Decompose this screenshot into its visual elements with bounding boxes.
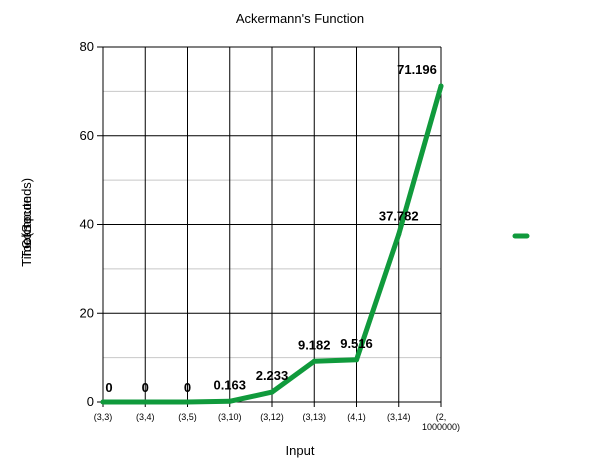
y-axis-label-line: Took to xyxy=(19,217,34,259)
data-point xyxy=(354,357,359,363)
x-tick-label: (3,14) xyxy=(387,412,411,422)
grid xyxy=(97,46,442,407)
data-point xyxy=(396,231,402,237)
chart-title: Ackermann's Function xyxy=(236,11,364,26)
data-point xyxy=(185,399,190,405)
x-tick-label: (3,4) xyxy=(136,412,155,422)
y-tick-label: 80 xyxy=(80,39,94,54)
x-tick-label: (3,5) xyxy=(178,412,197,422)
y-tick-label: 20 xyxy=(80,305,94,320)
y-tick-label: 0 xyxy=(87,394,94,409)
data-point xyxy=(438,83,444,89)
data-point xyxy=(227,398,233,404)
data-point xyxy=(100,399,106,405)
y-tick-label: 40 xyxy=(80,217,94,232)
x-axis-label: Input xyxy=(286,443,315,458)
x-tick-labels: (3,3) (3,4) (3,5) (3,10) (3,12) (3,13) (4,1) (3… xyxy=(94,412,460,432)
data-label: 0 xyxy=(105,380,112,395)
x-tick-label: (3,13) xyxy=(302,412,326,422)
x-tick-label: (3,3) xyxy=(94,412,113,422)
data-label: 9.182 xyxy=(298,337,331,352)
data-label: 0.163 xyxy=(213,377,246,392)
x-tick-label: (3,10) xyxy=(218,412,242,422)
x-tick-label: (4,1) xyxy=(347,412,366,422)
data-label: 2.233 xyxy=(256,368,289,383)
data-label: 0 xyxy=(184,380,191,395)
y-axis-label-line: Time xyxy=(19,238,34,266)
y-axis-label-line: (Seconds) xyxy=(19,178,34,237)
y-axis-label-line: Compute xyxy=(19,196,34,249)
y-tick-label: 60 xyxy=(80,128,94,143)
series xyxy=(100,83,444,405)
data-label: 71.196 xyxy=(397,62,437,77)
data-labels: 0 0 0 0.163 2.233 9.182 9.516 37.782 71.196 xyxy=(105,62,437,395)
y-tick-labels: 0 20 40 60 80 xyxy=(80,39,94,409)
x-tick-label: (3,12) xyxy=(260,412,284,422)
data-label: 37.782 xyxy=(379,208,419,223)
data-label: 9.516 xyxy=(340,336,373,351)
data-label: 0 xyxy=(142,380,149,395)
data-point xyxy=(269,389,275,395)
data-point xyxy=(142,399,148,405)
x-tick-label: (2, xyxy=(436,412,447,422)
data-point xyxy=(311,358,317,364)
x-tick-label: 1000000) xyxy=(422,422,460,432)
